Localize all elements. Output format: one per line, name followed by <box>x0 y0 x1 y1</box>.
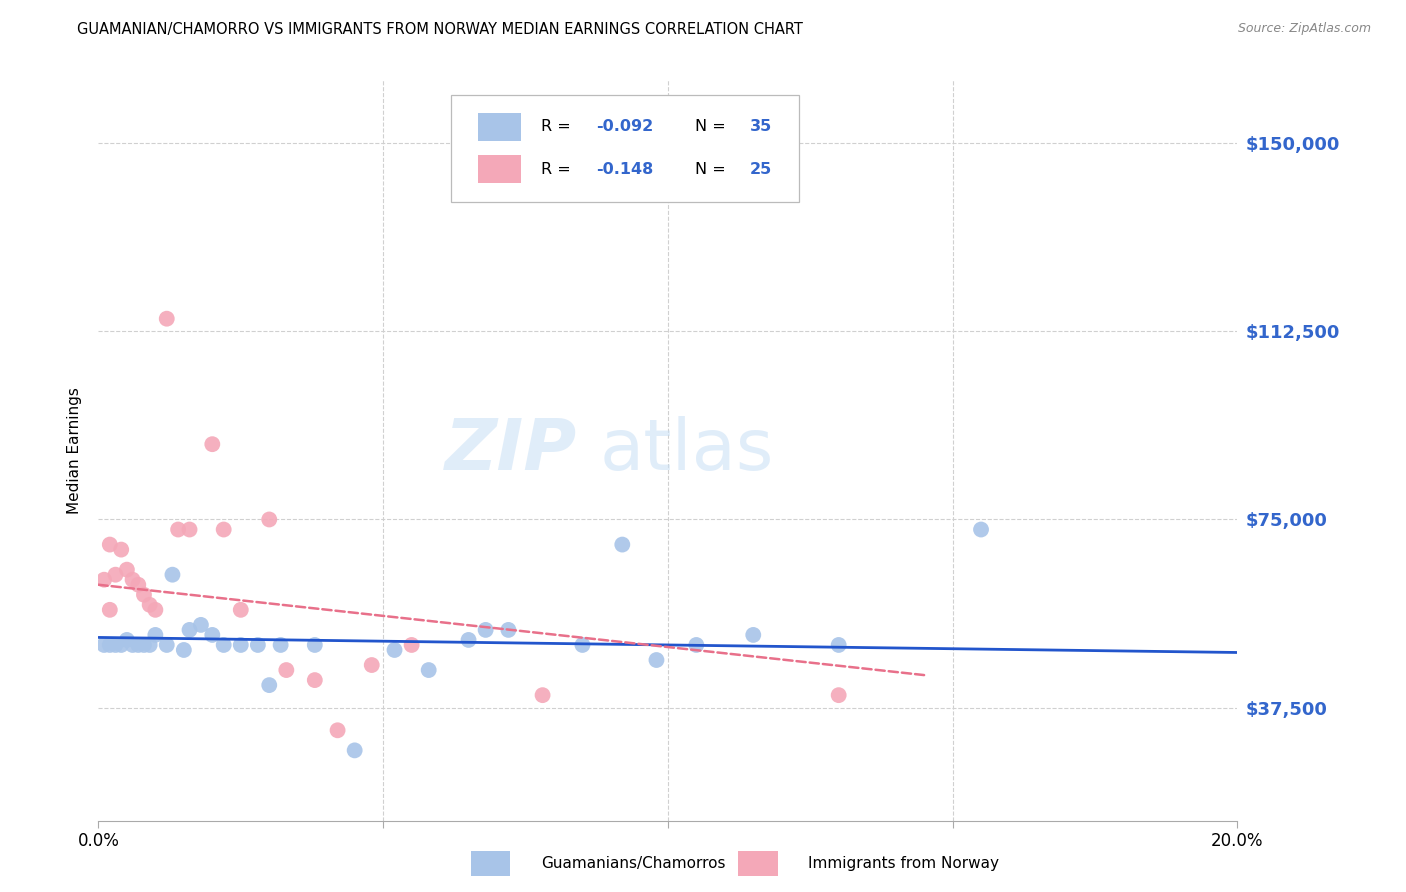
Point <box>98 603 121 617</box>
Point <box>742 628 765 642</box>
Point <box>259 678 281 692</box>
Point <box>474 623 496 637</box>
Point <box>229 638 252 652</box>
Point <box>360 658 382 673</box>
Point <box>229 603 252 617</box>
Point <box>571 638 593 652</box>
Point <box>145 603 167 617</box>
Point <box>190 618 212 632</box>
Point <box>970 523 993 537</box>
Text: R =: R = <box>541 120 576 135</box>
Text: Source: ZipAtlas.com: Source: ZipAtlas.com <box>1237 22 1371 36</box>
Point <box>162 567 184 582</box>
Point <box>115 632 138 647</box>
Point <box>156 638 179 652</box>
Text: GUAMANIAN/CHAMORRO VS IMMIGRANTS FROM NORWAY MEDIAN EARNINGS CORRELATION CHART: GUAMANIAN/CHAMORRO VS IMMIGRANTS FROM NO… <box>77 22 803 37</box>
Point <box>384 643 406 657</box>
Point <box>531 688 554 702</box>
Point <box>104 638 127 652</box>
Point <box>110 638 132 652</box>
Point <box>212 638 235 652</box>
Point <box>343 743 366 757</box>
Point <box>259 512 281 526</box>
Point <box>138 598 160 612</box>
Text: Guamanians/Chamorros: Guamanians/Chamorros <box>541 856 725 871</box>
Point <box>276 663 298 677</box>
Point <box>457 632 479 647</box>
Point <box>401 638 423 652</box>
Point <box>685 638 707 652</box>
Text: -0.092: -0.092 <box>596 120 654 135</box>
Y-axis label: Median Earnings: Median Earnings <box>67 387 83 514</box>
Text: -0.148: -0.148 <box>596 161 654 177</box>
Point <box>179 623 201 637</box>
Point <box>498 623 520 637</box>
Text: Immigrants from Norway: Immigrants from Norway <box>808 856 1000 871</box>
Point <box>270 638 292 652</box>
Point <box>132 588 155 602</box>
Point <box>179 523 201 537</box>
Point <box>138 638 160 652</box>
Point <box>121 638 143 652</box>
Point <box>304 673 326 687</box>
Point <box>132 638 155 652</box>
Text: 25: 25 <box>749 161 772 177</box>
Point <box>121 573 143 587</box>
Point <box>246 638 269 652</box>
Text: atlas: atlas <box>599 416 773 485</box>
Point <box>93 638 115 652</box>
Point <box>167 523 190 537</box>
Text: 35: 35 <box>749 120 772 135</box>
Point <box>156 311 179 326</box>
Text: N =: N = <box>695 161 731 177</box>
Point <box>104 567 127 582</box>
Point <box>212 523 235 537</box>
Point <box>110 542 132 557</box>
Point <box>612 538 634 552</box>
Point <box>173 643 195 657</box>
Text: R =: R = <box>541 161 576 177</box>
Point <box>145 628 167 642</box>
Point <box>645 653 668 667</box>
Point <box>828 688 851 702</box>
FancyBboxPatch shape <box>451 95 799 202</box>
Point <box>418 663 440 677</box>
Point <box>127 638 149 652</box>
Point <box>828 638 851 652</box>
Point <box>127 578 149 592</box>
Text: ZIP: ZIP <box>444 416 576 485</box>
Point <box>201 628 224 642</box>
Point <box>326 723 349 738</box>
Text: N =: N = <box>695 120 731 135</box>
Bar <box>478 113 522 141</box>
Point <box>93 573 115 587</box>
Point <box>98 538 121 552</box>
Point <box>304 638 326 652</box>
Bar <box>478 155 522 183</box>
Point <box>98 638 121 652</box>
Point <box>115 563 138 577</box>
Point <box>201 437 224 451</box>
